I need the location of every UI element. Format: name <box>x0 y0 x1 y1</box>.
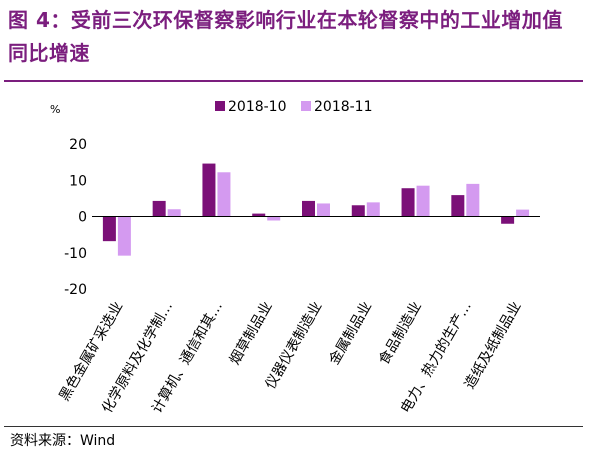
bar-2018-10-9 <box>501 216 515 224</box>
bar-2018-11-1 <box>117 216 131 256</box>
legend-swatch-2018-10 <box>215 101 225 111</box>
y-tick-label: -20 <box>64 282 87 298</box>
source-divider <box>4 426 583 427</box>
y-tick-label: 10 <box>69 173 87 189</box>
legend-label-2018-10: 2018-10 <box>228 99 287 115</box>
bar-2018-11-4 <box>267 216 281 221</box>
bar-2018-10-7 <box>401 188 415 217</box>
x-tick-label: 金属制品业 <box>326 299 375 368</box>
x-tick-label: 烟草制品业 <box>227 299 276 368</box>
bar-2018-10-6 <box>351 205 365 217</box>
bar-2018-10-3 <box>202 163 216 217</box>
title-divider <box>4 80 583 82</box>
y-tick-label: 0 <box>78 210 87 226</box>
bar-2018-10-5 <box>302 200 315 217</box>
bar-2018-10-8 <box>451 195 465 217</box>
figure-title: 图 4：受前三次环保督察影响行业在本轮督察中的工业增加值同比增速 <box>8 8 563 65</box>
bars <box>102 163 530 256</box>
y-tick-label: 20 <box>69 137 87 153</box>
bar-2018-11-7 <box>416 185 430 217</box>
bar-2018-10-2 <box>152 200 166 217</box>
bar-chart: % 2018-10 2018-11 20 10 0 -10 -20 黑色金属矿采选业化学原… <box>50 99 540 417</box>
y-tick-label: -10 <box>64 246 87 262</box>
legend-swatch-2018-11 <box>301 101 311 111</box>
bar-2018-10-4 <box>252 213 266 217</box>
y-axis-unit-label: % <box>50 103 60 116</box>
bar-2018-11-6 <box>366 202 380 217</box>
legend-label-2018-11: 2018-11 <box>314 99 373 115</box>
bar-2018-10-1 <box>102 216 116 242</box>
y-axis-ticks: 20 10 0 -10 -20 <box>64 137 87 298</box>
bar-2018-11-2 <box>167 209 181 217</box>
bar-2018-11-3 <box>217 172 231 217</box>
x-tick-label: 食品制造业 <box>375 299 425 368</box>
bar-2018-11-8 <box>466 183 480 217</box>
source-note: 资料来源：Wind <box>10 433 116 449</box>
legend: 2018-10 2018-11 <box>215 99 373 115</box>
bar-2018-11-5 <box>317 203 330 217</box>
bar-2018-11-9 <box>516 209 530 217</box>
